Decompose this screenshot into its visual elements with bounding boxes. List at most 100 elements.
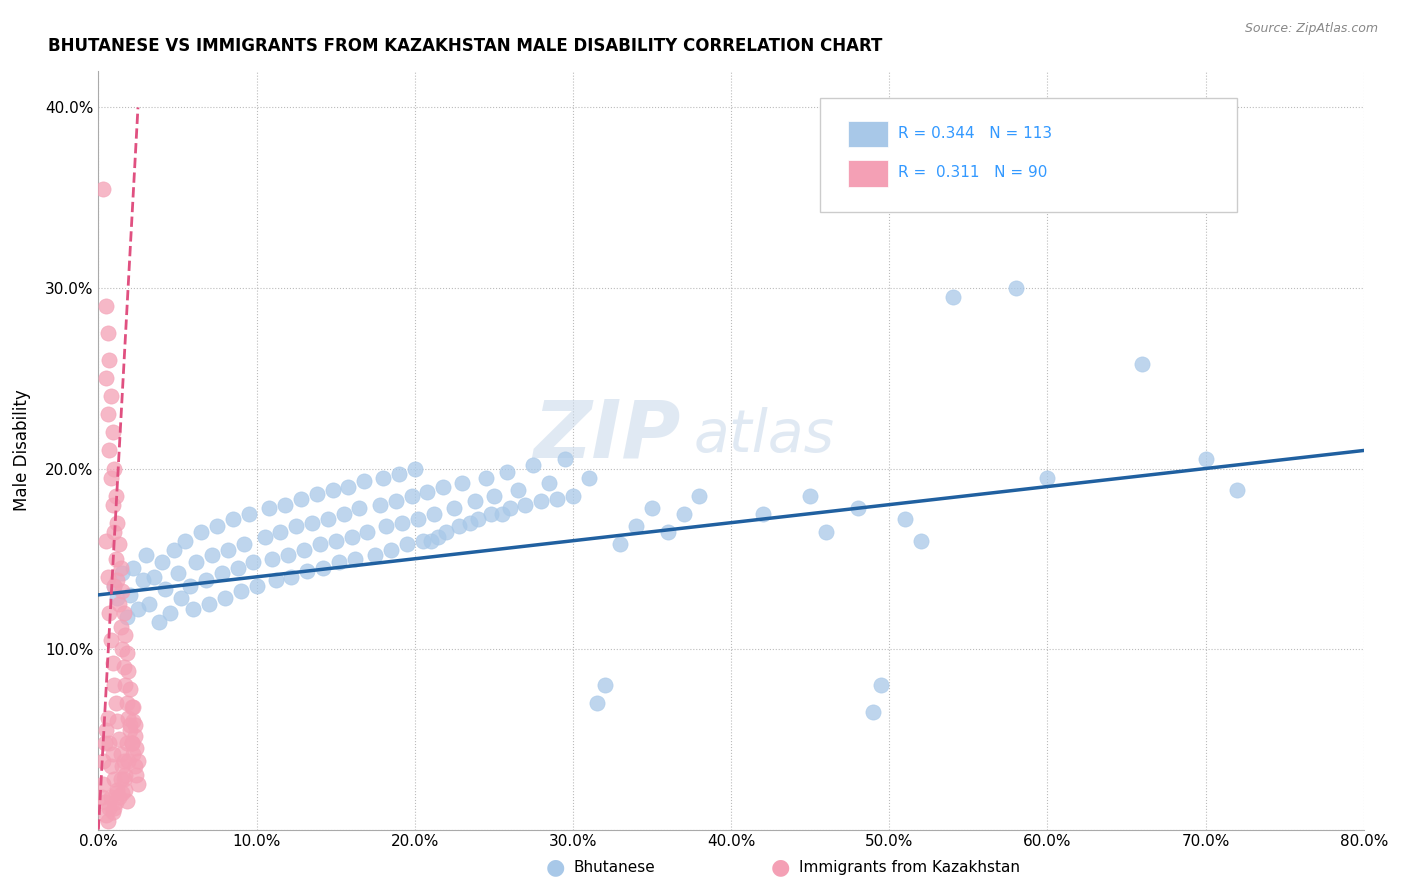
Point: [242, 555, 264, 569]
FancyBboxPatch shape: [820, 98, 1237, 211]
Point: [388, 467, 411, 481]
Point: [111, 759, 134, 773]
Point: [491, 507, 513, 521]
FancyBboxPatch shape: [848, 160, 889, 186]
Point: [91, 754, 114, 768]
Point: [101, 657, 124, 671]
Point: [264, 574, 287, 588]
Point: [1194, 452, 1216, 467]
Point: [120, 681, 141, 696]
FancyBboxPatch shape: [848, 120, 889, 147]
Point: [561, 489, 585, 503]
Point: [325, 533, 347, 548]
Point: [117, 711, 139, 725]
Point: [108, 732, 131, 747]
Point: [108, 790, 131, 805]
Text: R = 0.344   N = 113: R = 0.344 N = 113: [898, 126, 1052, 141]
Point: [112, 754, 135, 768]
Point: [111, 642, 134, 657]
Point: [148, 615, 170, 629]
Point: [546, 492, 568, 507]
Y-axis label: Male Disability: Male Disability: [13, 390, 31, 511]
Point: [97, 711, 120, 725]
Point: [114, 768, 136, 782]
Point: [103, 579, 125, 593]
Point: [404, 461, 426, 475]
Point: [108, 537, 131, 551]
Point: [332, 507, 354, 521]
Point: [292, 542, 315, 557]
Point: [205, 519, 228, 533]
Point: [112, 606, 135, 620]
Point: [159, 606, 181, 620]
Point: [114, 627, 136, 641]
Point: [183, 602, 205, 616]
Point: [436, 524, 458, 539]
Point: [375, 519, 398, 533]
Point: [238, 507, 260, 521]
Point: [464, 494, 486, 508]
Point: [814, 524, 837, 539]
Point: [104, 796, 127, 810]
Point: [91, 182, 114, 196]
Text: ZIP: ZIP: [533, 396, 681, 475]
Point: [107, 714, 129, 729]
Point: [97, 814, 120, 828]
Point: [280, 570, 302, 584]
Point: [150, 555, 173, 569]
Point: [112, 660, 135, 674]
Point: [97, 570, 120, 584]
Point: [609, 537, 631, 551]
Point: [870, 678, 893, 692]
Point: [125, 768, 148, 782]
Point: [751, 507, 773, 521]
Point: [1226, 483, 1249, 498]
Point: [101, 425, 124, 440]
Point: [127, 777, 149, 791]
Point: [97, 408, 120, 422]
Point: [285, 519, 308, 533]
Text: R =  0.311   N = 90: R = 0.311 N = 90: [898, 165, 1047, 180]
Point: [127, 602, 149, 616]
Point: [340, 530, 363, 544]
Point: [593, 678, 616, 692]
Point: [297, 565, 319, 579]
Point: [107, 574, 129, 588]
Point: [111, 584, 134, 599]
Point: [229, 584, 252, 599]
Point: [100, 389, 122, 403]
Point: [103, 524, 125, 539]
Point: [117, 664, 139, 678]
Point: [312, 561, 335, 575]
Point: [371, 470, 394, 484]
Point: [368, 498, 391, 512]
Point: [1130, 357, 1153, 371]
Point: [96, 299, 118, 313]
Point: [862, 705, 884, 719]
Text: Source: ZipAtlas.com: Source: ZipAtlas.com: [1244, 22, 1378, 36]
Point: [142, 570, 165, 584]
Point: [127, 754, 149, 768]
Point: [101, 805, 124, 819]
Point: [385, 494, 408, 508]
Point: [356, 524, 378, 539]
Point: [107, 782, 129, 797]
Point: [799, 489, 821, 503]
Point: [222, 512, 245, 526]
Point: [277, 548, 299, 562]
Point: [111, 787, 134, 801]
Point: [174, 533, 197, 548]
Point: [432, 479, 454, 493]
Text: BHUTANESE VS IMMIGRANTS FROM KAZAKHSTAN MALE DISABILITY CORRELATION CHART: BHUTANESE VS IMMIGRANTS FROM KAZAKHSTAN …: [48, 37, 882, 54]
Text: atlas: atlas: [693, 407, 834, 464]
Point: [104, 489, 127, 503]
Point: [641, 501, 664, 516]
Point: [115, 696, 138, 710]
Point: [262, 551, 284, 566]
Point: [419, 533, 441, 548]
Point: [135, 548, 157, 562]
Point: [132, 574, 155, 588]
Point: [103, 461, 125, 475]
Point: [121, 736, 143, 750]
Point: [498, 501, 520, 516]
